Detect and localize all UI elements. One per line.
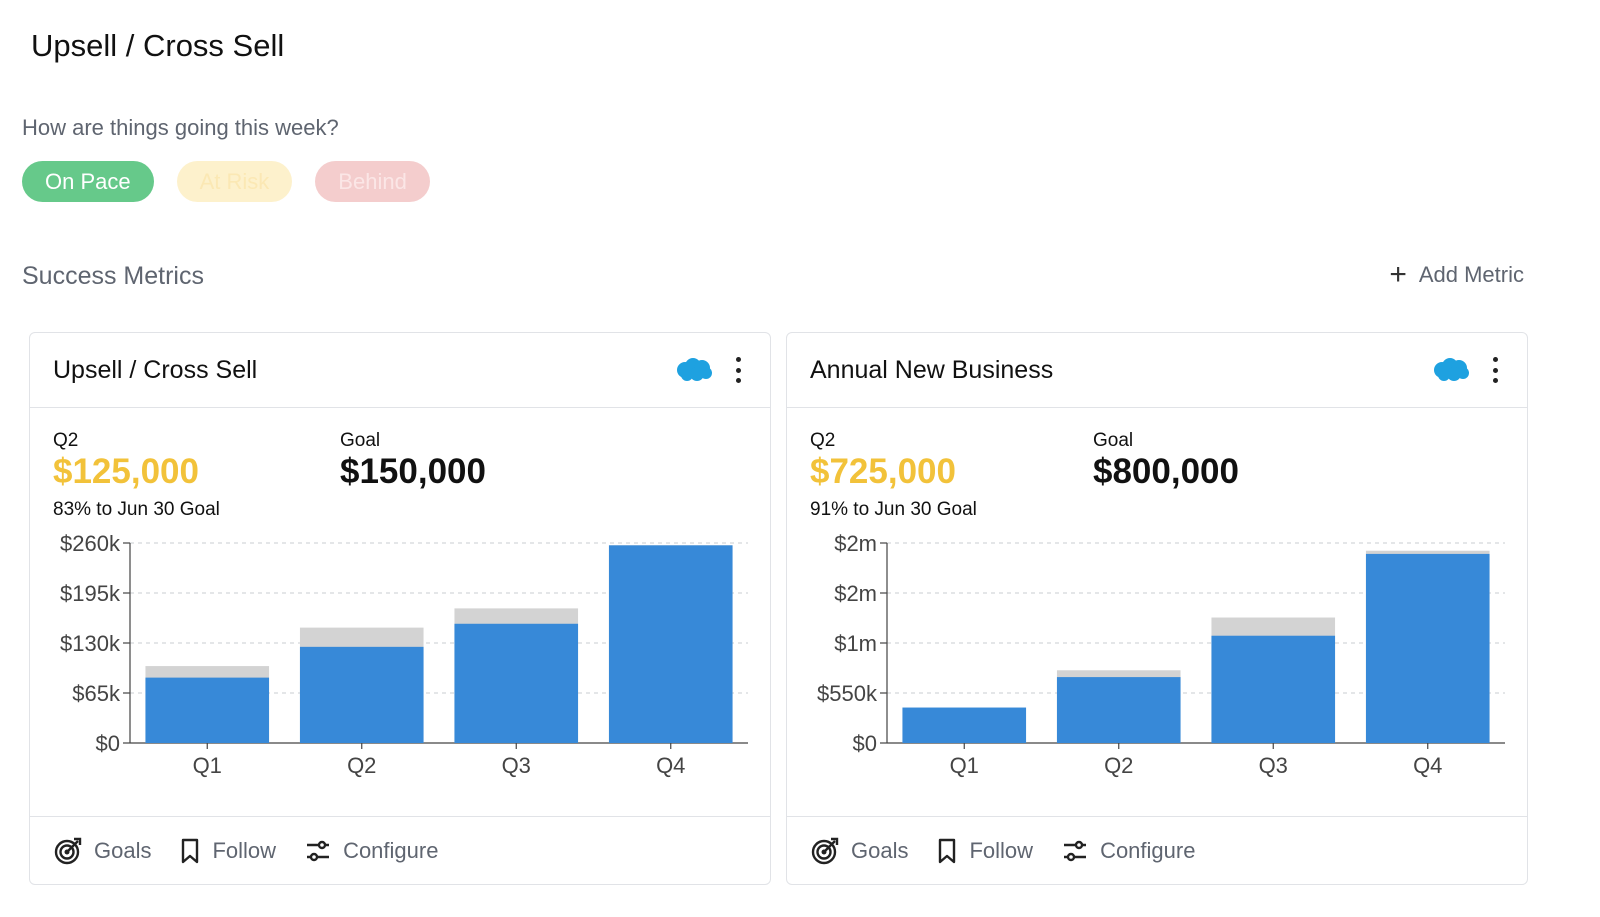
x-tick-label: Q3 (1259, 753, 1288, 778)
actual-bar (1211, 635, 1336, 743)
at-risk-button[interactable]: At Risk (176, 161, 293, 202)
card-title: Upsell / Cross Sell (53, 355, 258, 384)
card-title: Annual New Business (810, 355, 1054, 384)
y-tick-label: $2m (834, 581, 877, 606)
card-header: Annual New Business (787, 333, 1527, 408)
plus-icon: + (1389, 258, 1407, 291)
x-tick-label: Q3 (502, 753, 531, 778)
page-title: Upsell / Cross Sell (31, 28, 285, 63)
goal-label: Goal (1093, 430, 1134, 451)
y-tick-label: $550k (817, 681, 878, 706)
target-icon (54, 837, 82, 864)
progress-text: 83% to Jun 30 Goal (53, 499, 220, 520)
configure-label: Configure (1100, 837, 1196, 863)
y-tick-label: $0 (96, 731, 120, 756)
goals-label: Goals (851, 837, 909, 863)
add-metric-label: Add Metric (1418, 262, 1524, 287)
metric-summary: Q2 $125,000 83% to Jun 30 Goal Goal $150… (53, 430, 753, 525)
x-tick-label: Q1 (950, 753, 979, 778)
configure-button[interactable]: Configure (1061, 837, 1195, 865)
salesforce-icon (1434, 358, 1469, 381)
y-tick-label: $1m (834, 631, 877, 656)
goals-button[interactable]: Goals (53, 836, 151, 866)
current-value: $125,000 (53, 452, 199, 491)
goals-label: Goals (94, 837, 152, 863)
y-tick-label: $130k (60, 631, 121, 656)
card-footer: Goals Follow Configure (30, 816, 770, 884)
actual-bar (145, 677, 270, 743)
card-header: Upsell / Cross Sell (30, 333, 770, 408)
y-tick-label: $65k (72, 681, 121, 706)
bar-chart: $0 $550k $1m $2m $2m Q1 Q2 Q3 Q4 (817, 531, 1505, 778)
bar-chart: $0 $65k $130k $195k $260k Q1 Q2 Q3 Q4 (60, 531, 748, 778)
period-label: Q2 (810, 430, 836, 451)
kebab-menu-icon[interactable] (1490, 357, 1500, 383)
x-tick-label: Q2 (1104, 753, 1133, 778)
follow-label: Follow (969, 837, 1034, 863)
kebab-menu-icon[interactable] (733, 357, 743, 383)
x-tick-label: Q4 (656, 753, 685, 778)
salesforce-icon (677, 358, 712, 381)
metric-summary: Q2 $725,000 91% to Jun 30 Goal Goal $800… (810, 430, 1510, 525)
actual-bar (902, 707, 1027, 743)
on-pace-button[interactable]: On Pace (22, 161, 154, 202)
x-tick-label: Q2 (347, 753, 376, 778)
actual-bar (1056, 677, 1181, 743)
configure-icon (1064, 840, 1087, 861)
behind-button[interactable]: Behind (315, 161, 430, 202)
current-value: $725,000 (810, 452, 956, 491)
metric-card: Annual New Business Q2 $725,000 91% to J… (786, 332, 1528, 885)
configure-icon (307, 840, 330, 861)
status-options: On Pace At Risk Behind (22, 161, 430, 202)
progress-text: 91% to Jun 30 Goal (810, 499, 977, 520)
follow-button[interactable]: Follow (179, 837, 276, 865)
actual-bar (608, 545, 733, 743)
success-metrics-heading: Success Metrics (22, 262, 204, 290)
goal-value: $800,000 (1093, 452, 1239, 491)
actual-bar (299, 646, 424, 743)
configure-label: Configure (343, 837, 439, 863)
y-tick-label: $260k (60, 531, 121, 556)
period-label: Q2 (53, 430, 79, 451)
y-tick-label: $0 (853, 731, 877, 756)
goal-value: $150,000 (340, 452, 486, 491)
card-footer: Goals Follow Configure (787, 816, 1527, 884)
y-tick-label: $195k (60, 581, 121, 606)
target-icon (811, 837, 839, 864)
x-tick-label: Q4 (1413, 753, 1442, 778)
y-tick-label: $2m (834, 531, 877, 556)
follow-button[interactable]: Follow (936, 837, 1033, 865)
status-question: How are things going this week? (22, 115, 339, 140)
actual-bar (1365, 553, 1490, 743)
follow-label: Follow (212, 837, 277, 863)
add-metric-button[interactable]: + Add Metric (1389, 260, 1524, 290)
goals-button[interactable]: Goals (810, 836, 908, 866)
bookmark-icon (939, 838, 956, 863)
configure-button[interactable]: Configure (304, 837, 438, 865)
bookmark-icon (182, 838, 199, 863)
actual-bar (454, 623, 579, 743)
x-tick-label: Q1 (193, 753, 222, 778)
goal-label: Goal (340, 430, 381, 451)
metric-card: Upsell / Cross Sell Q2 $125,000 83% to J… (29, 332, 771, 885)
